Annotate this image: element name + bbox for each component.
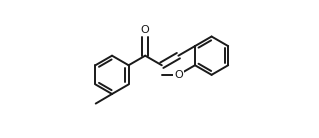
- Text: O: O: [174, 70, 183, 80]
- Text: O: O: [141, 25, 150, 34]
